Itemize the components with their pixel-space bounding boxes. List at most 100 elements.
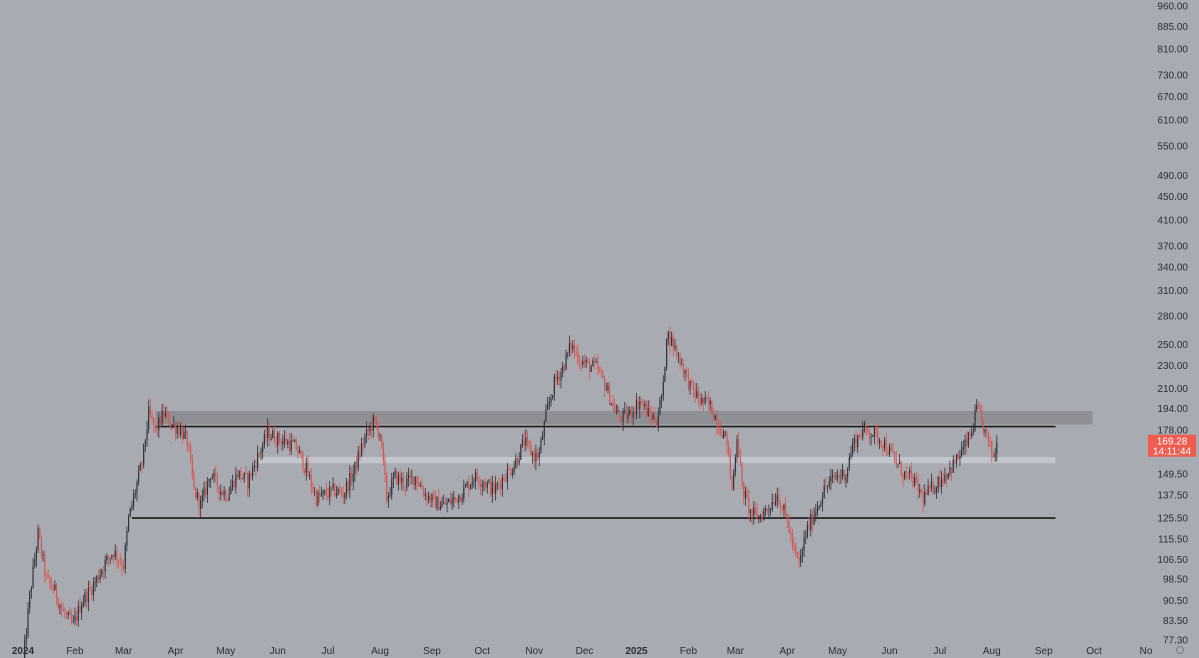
candle — [751, 507, 753, 525]
candle — [734, 454, 736, 477]
time-tick-label: Jul — [322, 646, 335, 657]
candle — [748, 489, 750, 521]
candle — [166, 405, 168, 420]
candle-body — [552, 395, 554, 399]
price-axis[interactable]: 960.00 885.00 810.00 730.00 670.00 610.00 550.… — [1157, 2, 1188, 647]
candle — [769, 507, 772, 516]
candle — [607, 382, 609, 394]
candle — [686, 367, 688, 379]
candle — [220, 484, 222, 501]
candle — [749, 508, 752, 522]
candle — [402, 472, 405, 491]
candle — [235, 466, 237, 494]
candle — [158, 412, 160, 438]
candle — [619, 409, 621, 422]
candle — [942, 472, 944, 487]
candle-body — [469, 484, 472, 490]
candle-body — [191, 459, 193, 476]
candle — [664, 366, 666, 383]
candle — [630, 405, 633, 424]
candle — [553, 373, 555, 401]
candle — [369, 422, 371, 436]
candle-body — [707, 399, 710, 405]
candle — [454, 497, 457, 503]
candle-body — [604, 378, 606, 390]
candle — [620, 416, 622, 428]
candle — [781, 505, 783, 512]
price-tick-label: 280.00 — [1157, 312, 1188, 323]
candle — [816, 500, 819, 517]
candle-body — [184, 431, 187, 433]
candle-body — [84, 592, 86, 603]
candle-body — [578, 362, 581, 364]
candle-body — [669, 331, 671, 347]
candle-body — [811, 513, 814, 525]
candle — [49, 576, 51, 590]
candle — [144, 438, 146, 452]
candle-body — [451, 499, 453, 504]
candle-body — [344, 493, 346, 498]
candle-body — [573, 344, 576, 352]
candle — [567, 352, 569, 359]
candle — [324, 489, 326, 496]
candle — [265, 426, 267, 443]
candle — [394, 467, 396, 479]
candle-body — [367, 429, 369, 432]
settings-icon[interactable] — [1176, 646, 1184, 654]
candle — [201, 489, 203, 509]
candle — [315, 488, 317, 508]
candle — [578, 354, 581, 369]
candle-body — [756, 511, 758, 520]
candle — [583, 353, 586, 369]
candle — [597, 353, 599, 376]
candle-body — [443, 502, 445, 504]
candle-body — [860, 436, 862, 438]
candle — [657, 407, 659, 432]
time-axis[interactable]: 2024 Feb Mar Apr May Jun Jul Aug Sep Oct Nov Dec 202… — [12, 646, 1153, 657]
candle — [909, 466, 911, 480]
candle — [580, 360, 582, 372]
candle — [987, 431, 990, 448]
candle-body — [629, 409, 631, 414]
candle-body — [996, 442, 998, 454]
candle-body — [236, 473, 239, 478]
candle-body — [776, 495, 778, 502]
candle-body — [697, 391, 700, 400]
candle — [124, 542, 126, 574]
candle — [593, 354, 596, 370]
candle-body — [24, 640, 26, 658]
candle-body — [543, 421, 545, 437]
candle-body — [230, 487, 232, 494]
candle — [905, 465, 907, 481]
candle-body — [50, 583, 53, 589]
candle — [661, 393, 663, 409]
candle-body — [585, 359, 587, 363]
time-tick-label: Jun — [881, 646, 897, 657]
price-tick-label: 83.50 — [1163, 616, 1188, 627]
candle — [848, 453, 850, 471]
candle-body — [647, 408, 649, 417]
candle — [709, 397, 711, 412]
candle — [547, 396, 549, 411]
candle — [270, 433, 272, 441]
candle-body — [257, 453, 259, 469]
time-tick-label: Oct — [1086, 646, 1102, 657]
candle — [862, 420, 864, 441]
candle-body — [597, 361, 599, 371]
candle — [588, 358, 591, 381]
candle — [490, 476, 492, 498]
candle-body — [748, 497, 750, 514]
candle-body — [32, 565, 34, 588]
candle — [474, 468, 477, 490]
candle — [404, 486, 406, 497]
price-tick-label: 450.00 — [1157, 192, 1188, 203]
candle — [453, 490, 455, 508]
candle — [247, 471, 249, 497]
candle — [513, 460, 515, 476]
candle-body — [667, 331, 669, 340]
price-tick-label: 810.00 — [1157, 44, 1188, 55]
candle-body — [558, 376, 560, 381]
candle-body — [882, 445, 884, 449]
candle — [904, 471, 906, 481]
